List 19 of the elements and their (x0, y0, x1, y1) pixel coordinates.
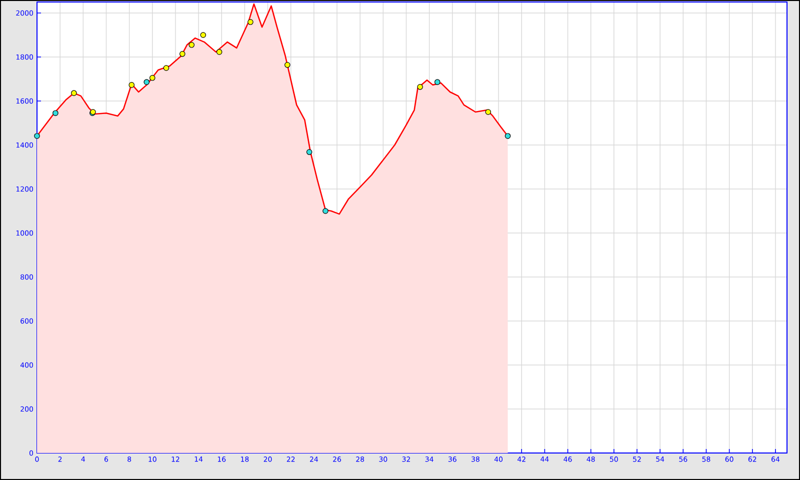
point (128, 82, 135, 88)
point (200, 32, 206, 38)
point (284, 62, 290, 68)
point (163, 65, 170, 71)
point (306, 149, 312, 155)
point (179, 51, 186, 57)
point (417, 84, 423, 90)
point (322, 208, 328, 214)
point (149, 75, 156, 81)
point (216, 49, 222, 55)
point (71, 90, 77, 96)
point (504, 133, 511, 139)
point (434, 79, 440, 85)
point (188, 42, 195, 48)
point (144, 79, 150, 85)
point (485, 109, 492, 115)
point (34, 133, 40, 139)
point (248, 19, 254, 25)
point (52, 110, 58, 116)
